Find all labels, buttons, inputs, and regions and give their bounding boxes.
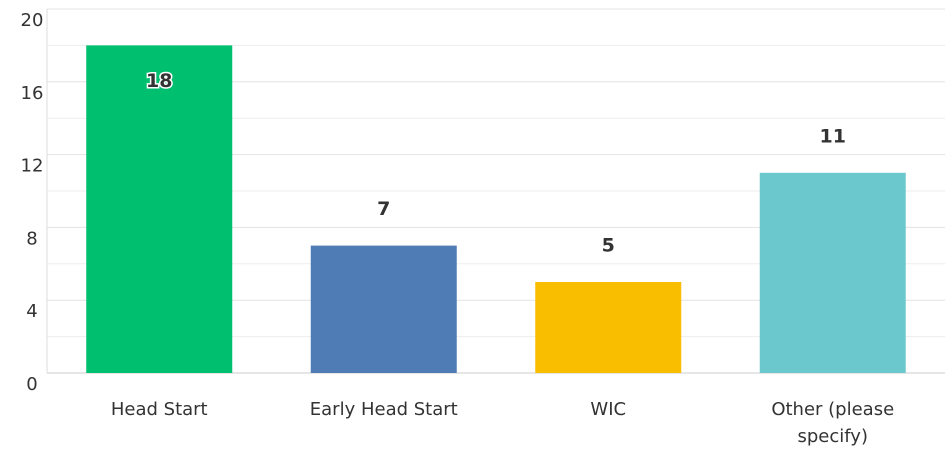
x-tick-label: Head Start bbox=[110, 399, 208, 420]
data-label: 7 bbox=[377, 198, 390, 220]
y-tick-label: 16 bbox=[21, 83, 44, 104]
x-tick-label: Other (please specify) bbox=[771, 399, 895, 447]
y-tick-label: 20 bbox=[21, 10, 44, 31]
bar bbox=[310, 245, 457, 373]
x-tick-label: WIC bbox=[590, 399, 627, 420]
bar bbox=[759, 172, 906, 373]
y-tick-label: 12 bbox=[21, 156, 44, 177]
data-label: 11 bbox=[820, 125, 846, 147]
y-tick-label: 4 bbox=[26, 301, 37, 322]
data-label: 5 bbox=[602, 235, 615, 257]
bar bbox=[86, 45, 233, 374]
bar bbox=[535, 282, 682, 373]
data-label: 18 bbox=[146, 70, 172, 92]
y-tick-label: 0 bbox=[26, 374, 37, 395]
x-tick-label: Early Head Start bbox=[309, 399, 458, 420]
y-tick-label: 8 bbox=[26, 228, 37, 249]
